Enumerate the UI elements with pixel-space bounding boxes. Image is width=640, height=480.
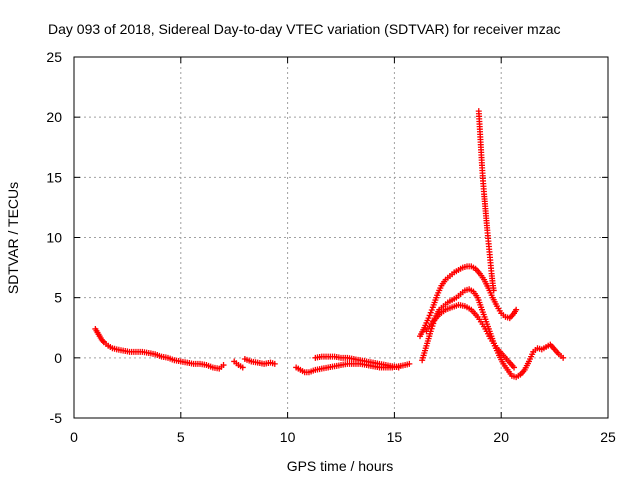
data-point <box>395 364 402 371</box>
ticks: 0 5 10 15 20 25 -5 0 5 10 15 20 25 <box>46 49 616 445</box>
data-point <box>427 309 434 316</box>
series-track-3 <box>241 356 278 367</box>
y-tick-label: -5 <box>50 410 63 426</box>
x-tick-label: 10 <box>280 429 296 445</box>
data-point <box>406 360 413 367</box>
series-track-8 <box>423 301 518 371</box>
series-track-6 <box>417 263 520 340</box>
y-tick-label: 10 <box>46 230 62 246</box>
y-tick-label: 5 <box>54 290 62 306</box>
y-tick-label: 15 <box>46 169 62 185</box>
series-track-1 <box>92 325 227 372</box>
data-point <box>513 306 520 313</box>
series-track-5 <box>312 353 402 371</box>
series-track-2 <box>231 358 246 371</box>
y-axis-label: SDTVAR / TECUs <box>5 182 21 294</box>
x-tick-label: 20 <box>493 429 509 445</box>
data-point <box>425 315 432 322</box>
x-axis-label: GPS time / hours <box>287 458 394 474</box>
x-tick-label: 5 <box>177 429 185 445</box>
x-tick-label: 0 <box>70 429 78 445</box>
y-tick-label: 20 <box>46 109 62 125</box>
chart-title: Day 093 of 2018, Sidereal Day-to-day VTE… <box>48 21 561 37</box>
data-point <box>239 364 246 371</box>
data-point <box>511 364 518 371</box>
data-point <box>426 312 433 319</box>
y-tick-label: 0 <box>54 350 62 366</box>
series-layer <box>92 108 567 381</box>
data-point <box>490 287 497 294</box>
data-point <box>271 360 278 367</box>
x-tick-label: 25 <box>600 429 616 445</box>
data-point <box>220 362 227 369</box>
x-tick-label: 15 <box>387 429 403 445</box>
series-track-9 <box>475 108 497 294</box>
series-track-4 <box>293 360 413 376</box>
data-point <box>428 307 435 314</box>
y-tick-label: 25 <box>46 49 62 65</box>
data-point <box>560 354 567 361</box>
data-point <box>99 337 106 344</box>
series-track-7 <box>419 286 567 381</box>
